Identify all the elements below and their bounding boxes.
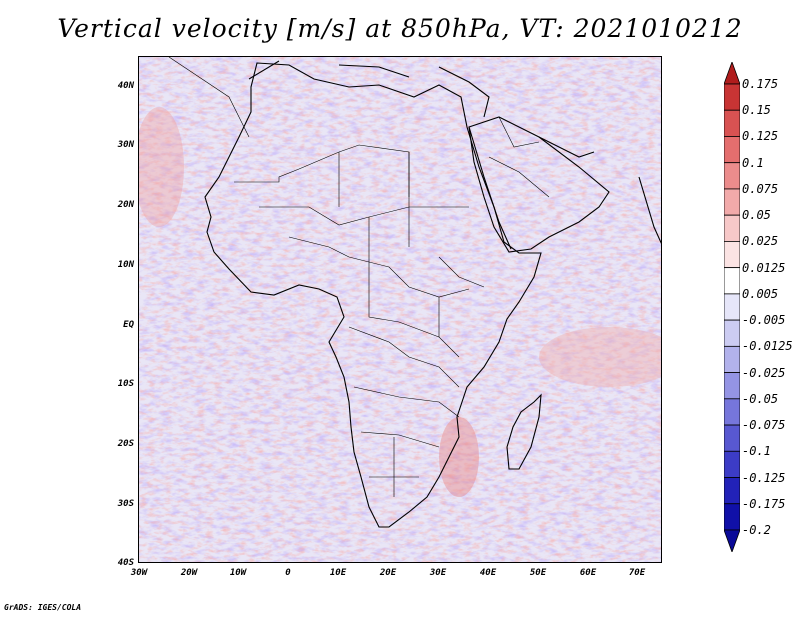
colorbar-label: 0.15 [742, 103, 771, 118]
colorbar-segment [724, 293, 740, 321]
colorbar-label: -0.05 [742, 391, 779, 406]
lat-label-eq: EQ [123, 320, 134, 330]
colorbar-label: -0.2 [742, 523, 771, 537]
lat-label-40n: 40N [117, 81, 134, 91]
lon-label-10e: 10E [329, 568, 347, 578]
colorbar-segment [724, 503, 740, 531]
colorbar-label: -0.1 [742, 444, 771, 459]
colorbar-bottom-arrow [724, 529, 740, 552]
colorbar-label: 0.05 [742, 208, 771, 223]
lat-label-10n: 10N [117, 260, 134, 270]
colorbar-segment [724, 267, 740, 295]
chart-title: Vertical velocity [m/s] at 850hPa, VT: 2… [57, 14, 743, 43]
warm-patch-mozambique [439, 417, 479, 497]
colorbar-label: -0.005 [742, 313, 786, 328]
colorbar-segment [724, 241, 740, 269]
madagascar-coastline [506, 393, 542, 470]
ascending-motion-field [139, 57, 661, 562]
colorbar-label: -0.075 [742, 418, 786, 433]
colorbar-label: 0.125 [742, 129, 779, 144]
colorbar-top-arrow [724, 62, 740, 85]
warm-patch-atlantic [139, 107, 184, 227]
lon-label-20w: 20W [180, 568, 198, 578]
colorbar-segment [724, 136, 740, 164]
warm-patch-indian-ocean [539, 327, 661, 387]
lat-label-20s: 20S [117, 439, 134, 449]
india-coast [638, 176, 661, 244]
red-sea [468, 126, 512, 250]
colorbar-label: -0.0125 [742, 339, 793, 354]
colorbar-label: -0.175 [742, 496, 786, 511]
colorbar-label: -0.025 [742, 365, 786, 380]
colorbar-label: 0.025 [742, 234, 779, 249]
colorbar-segment [724, 372, 740, 400]
colorbar-segment [724, 345, 740, 373]
colorbar-label: 0.0125 [742, 260, 786, 275]
persian-gulf [538, 136, 595, 158]
colorbar-segment [724, 450, 740, 478]
map-canvas [139, 57, 661, 562]
mediterranean-coast [248, 60, 490, 118]
colorbar-segment [724, 188, 740, 216]
colorbar-label: 0.075 [742, 181, 779, 196]
colorbar-segment [724, 109, 740, 137]
arabia-coastline [468, 116, 610, 253]
lon-label-70e: 70E [628, 568, 646, 578]
colorbar-label: 0.005 [742, 286, 779, 301]
lat-label-30s: 30S [117, 499, 134, 509]
colorbar-segment [724, 214, 740, 242]
lon-label-50e: 50E [529, 568, 547, 578]
colorbar-segment [724, 162, 740, 190]
country-borders [168, 57, 550, 497]
colorbar-segment [724, 319, 740, 347]
colorbar-segment [724, 424, 740, 452]
colorbar-label: 0.175 [742, 77, 779, 91]
lat-label-20n: 20N [117, 200, 134, 210]
lon-label-0: 0 [285, 568, 291, 578]
lon-label-20e: 20E [379, 568, 397, 578]
map-panel[interactable] [138, 56, 662, 563]
lat-label-30n: 30N [117, 140, 134, 150]
colorbar [724, 62, 740, 552]
lon-label-30e: 30E [429, 568, 447, 578]
grads-credit: GrADS: IGES/COLA [4, 603, 82, 612]
colorbar-label: 0.1 [742, 155, 764, 170]
colorbar-segment [724, 398, 740, 426]
colorbar-segment [724, 83, 740, 111]
colorbar-label: -0.125 [742, 470, 786, 485]
lon-label-10w: 10W [229, 568, 247, 578]
lon-label-60e: 60E [579, 568, 597, 578]
africa-coastline [204, 62, 542, 528]
lat-label-40s: 40S [117, 558, 134, 568]
lon-label-40e: 40E [479, 568, 497, 578]
colorbar-segment [724, 477, 740, 505]
coastlines [204, 60, 661, 528]
lat-label-10s: 10S [117, 379, 134, 389]
lon-label-30w: 30W [130, 568, 148, 578]
